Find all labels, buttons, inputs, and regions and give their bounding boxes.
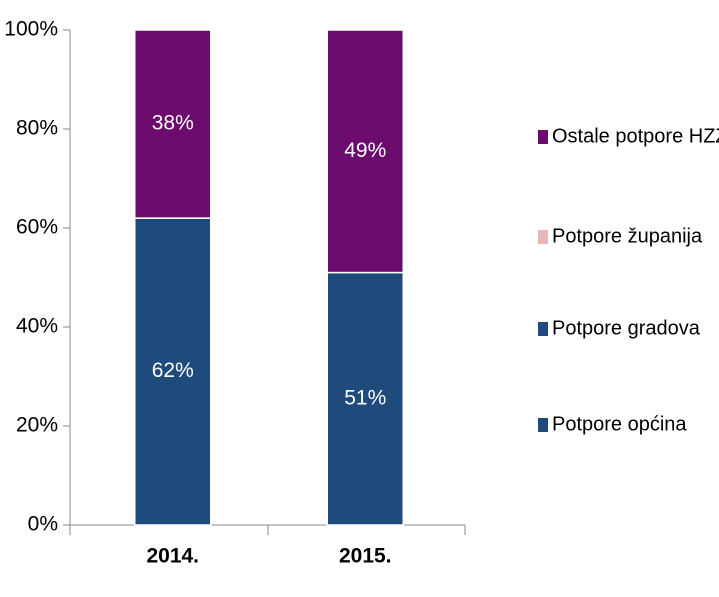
y-tick-label: 100% [4, 18, 58, 41]
y-tick-label: 0% [28, 513, 58, 536]
data-label: 51% [344, 386, 386, 409]
data-label: 62% [152, 359, 194, 382]
y-tick-label: 60% [16, 216, 58, 239]
legend-label: Potpore općina [552, 413, 687, 435]
bar-segment [134, 217, 212, 526]
legend-swatch [538, 230, 548, 244]
legend-swatch [538, 418, 548, 432]
legend-label: Potpore županija [552, 225, 703, 247]
x-tick-label: 2014. [146, 545, 199, 568]
y-tick-label: 20% [16, 414, 58, 437]
bar-segment [326, 29, 404, 274]
y-tick-label: 80% [16, 117, 58, 140]
x-tick-label: 2015. [339, 545, 392, 568]
bar-segment [134, 29, 212, 219]
data-label: 38% [152, 112, 194, 135]
legend-swatch [538, 130, 548, 144]
legend-label: Ostale potpore HZZ [552, 125, 719, 147]
legend-label: Potpore gradova [552, 317, 701, 339]
bar-segment [326, 271, 404, 526]
data-label: 49% [344, 139, 386, 162]
legend-swatch [538, 322, 548, 336]
y-tick-label: 40% [16, 315, 58, 338]
